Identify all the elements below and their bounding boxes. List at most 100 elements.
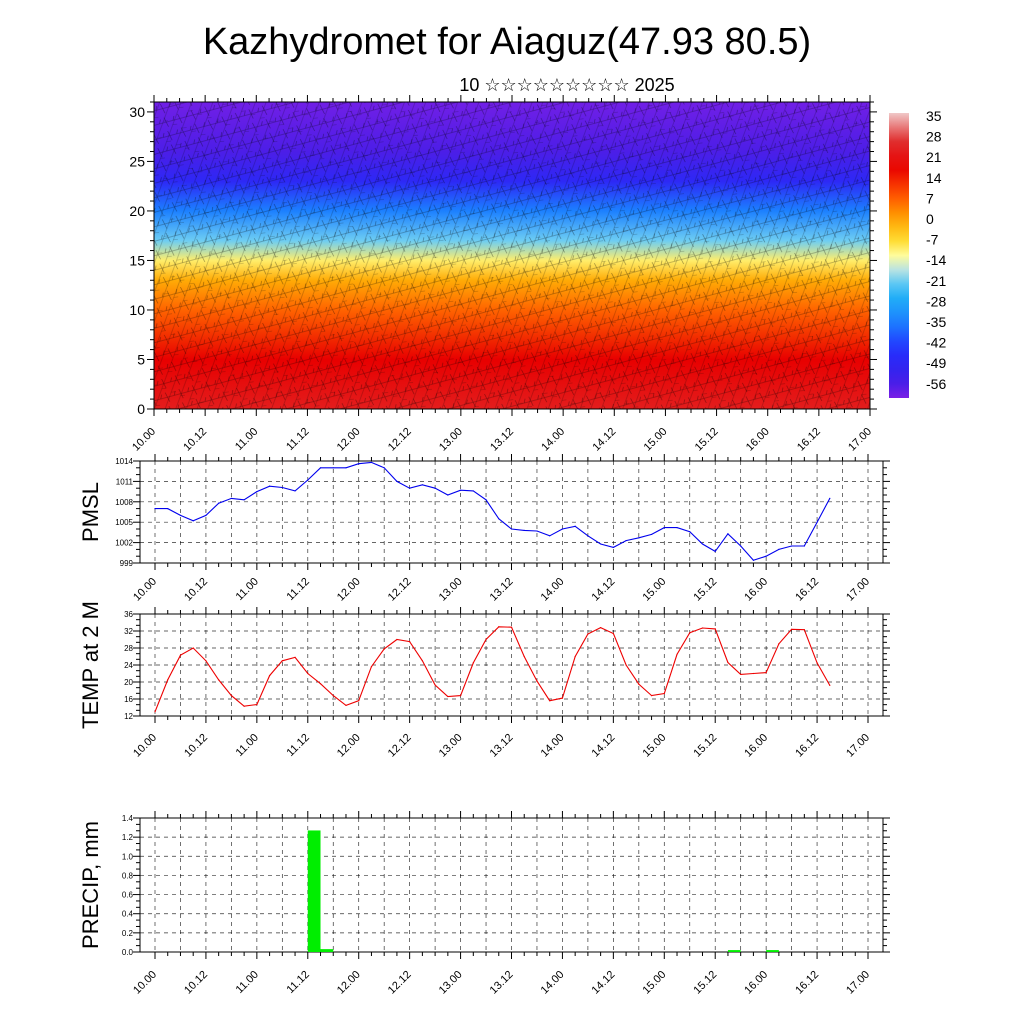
heat-x-tick-label: 14.00 [539, 426, 567, 454]
data-point [727, 661, 729, 664]
data-point [485, 638, 487, 641]
heat-y-tick-label: 30 [129, 104, 145, 120]
panel-temp-x-tick-label: 15.00 [640, 732, 668, 760]
data-point [536, 680, 538, 682]
data-point [179, 654, 182, 656]
data-point [179, 514, 182, 517]
data-point [472, 662, 474, 664]
panel-pmsl-x-tick-label: 13.00 [437, 576, 465, 604]
colorbar-label: 7 [926, 190, 934, 206]
y-tick-label: 28 [124, 644, 133, 653]
colorbar-label: -28 [926, 293, 946, 309]
data-point [574, 655, 576, 658]
data-point [345, 467, 347, 469]
colorbar-label: 28 [926, 129, 942, 145]
heat-x-tick-label: 16.00 [744, 426, 772, 454]
heat-x-tick-label: 15.00 [642, 426, 670, 454]
chart-title: Kazhydromet for Aiaguz(47.93 80.5) [203, 21, 811, 63]
y-tick-label: 0.8 [122, 871, 134, 880]
panel-pmsl-x-tick-label: 13.12 [488, 576, 516, 604]
data-point [816, 521, 818, 523]
panel-precip-x-tick-label: 13.00 [437, 969, 465, 997]
panel-pmsl-x-tick-label: 12.12 [386, 576, 414, 604]
heat-x-tick-label: 11.00 [233, 426, 260, 453]
wind-barbs-layer-secondary [154, 102, 870, 409]
heat-x-tick-label: 12.00 [335, 426, 363, 454]
panel-pmsl-x-tick-label: 15.12 [691, 576, 719, 604]
panel-temp-x-tick-label: 14.00 [539, 732, 567, 760]
data-point [638, 537, 640, 539]
panel-precip-x-tick-label: 16.00 [742, 969, 770, 997]
data-point [510, 626, 513, 628]
data-point [332, 467, 334, 469]
panel-temp-x-tick-label: 17.00 [844, 732, 872, 760]
panel-temp-x-tick-label: 12.12 [386, 732, 414, 760]
y-tick-label: 0.0 [122, 948, 134, 957]
heat-x-tick-label: 13.00 [437, 426, 465, 454]
heat-y-tick-label: 0 [137, 401, 145, 417]
data-point [816, 662, 818, 664]
colorbar-label: -35 [926, 314, 946, 330]
data-point [778, 548, 780, 551]
temperature-profile-panel: 0 5 10 15 20 25 30 10.00 10.12 11.00 11.12 12.00 12.… [129, 95, 877, 454]
data-point [383, 467, 385, 469]
colorbar: 35 28 21 14 7 0 -7 -14 -21 -28 -35 -42 -49 -56 [889, 108, 946, 398]
data-point [498, 518, 500, 520]
heat-x-tick-label: 11.12 [284, 426, 311, 453]
data-point [561, 697, 564, 699]
data-point [549, 535, 551, 537]
heat-x-tick-label: 13.12 [488, 426, 516, 454]
panel-temp-x-tick-label: 12.00 [335, 732, 363, 760]
panel-temp-x-tick-label: 15.12 [691, 732, 719, 760]
data-point [154, 508, 156, 510]
panel-precip-x-tick-label: 15.00 [640, 969, 668, 997]
data-point [345, 704, 347, 706]
data-point [612, 546, 614, 548]
data-point [319, 683, 322, 685]
data-point [714, 628, 716, 630]
heat-x-tick-label: 16.12 [795, 426, 823, 454]
data-point [358, 463, 360, 465]
data-point [612, 632, 614, 635]
data-point [638, 683, 640, 685]
y-tick-label: 36 [124, 610, 133, 619]
precip-bar [320, 949, 334, 952]
data-point [230, 695, 232, 697]
panel-pmsl-x-tick-label: 11.12 [285, 576, 312, 603]
colorbar-label: -14 [926, 252, 946, 268]
heat-x-tick-label: 14.12 [590, 426, 618, 454]
heat-x-tick-label: 12.12 [386, 426, 414, 454]
panel-precip-x-tick-label: 14.12 [590, 969, 618, 997]
data-point [383, 648, 385, 650]
panel-pmsl-x-tick-label: 12.00 [335, 576, 363, 604]
chart-subtitle: 10 ☆☆☆☆☆☆☆☆☆ 2025 [459, 75, 674, 95]
data-point [447, 695, 449, 698]
data-point [396, 480, 398, 482]
data-point [370, 666, 373, 668]
data-point [650, 695, 653, 697]
data-point [600, 543, 602, 545]
data-point [281, 660, 283, 662]
y-tick-label: 0.2 [122, 929, 134, 938]
panel-pmsl-x-tick-label: 16.12 [793, 576, 821, 604]
panel-precip-x-tick-label: 10.00 [131, 969, 159, 997]
panel-temp-x-tick-label: 16.12 [793, 732, 821, 760]
data-point [689, 632, 691, 634]
data-point [447, 494, 449, 496]
data-point [434, 684, 436, 686]
data-point [625, 539, 627, 542]
data-point [409, 487, 411, 489]
data-point [256, 491, 258, 493]
y-tick-label: 1.0 [122, 852, 134, 861]
data-point [650, 533, 653, 536]
data-point [319, 467, 322, 469]
data-point [587, 633, 589, 635]
data-point [268, 485, 271, 487]
panel-precip-x-tick-label: 12.12 [386, 969, 414, 997]
y-tick-label: 999 [120, 559, 134, 568]
panel-pmsl-x-tick-label: 15.00 [640, 576, 668, 604]
panel-precip-x-tick-label: 15.12 [691, 969, 719, 997]
panel-precip-x-tick-label: 11.12 [285, 969, 312, 996]
data-point [409, 641, 411, 643]
data-point [765, 555, 767, 557]
